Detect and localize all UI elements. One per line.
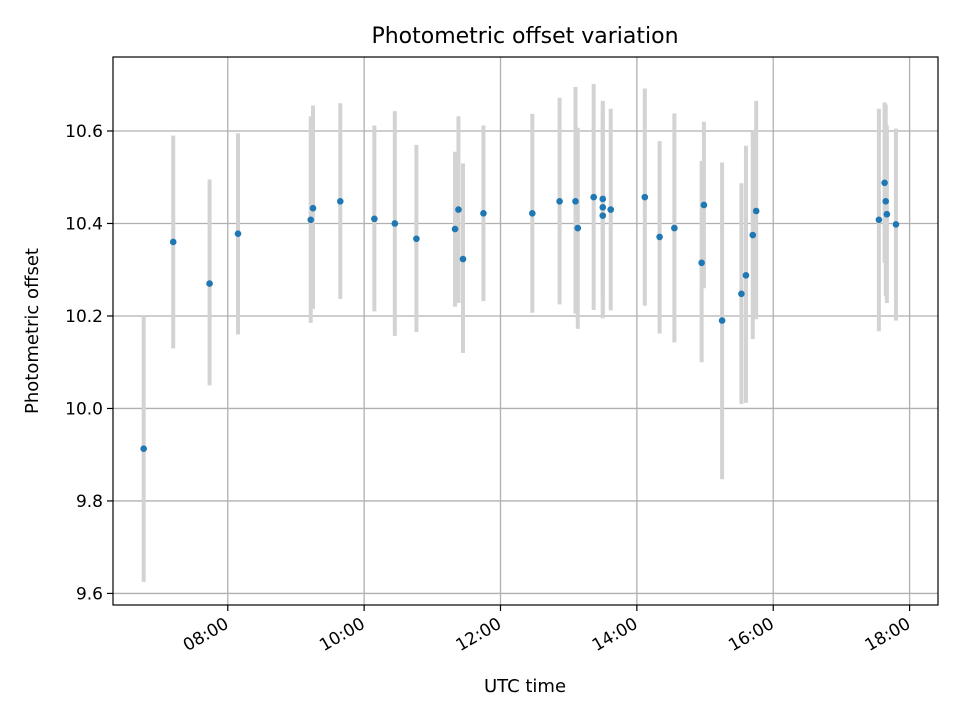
data-point [882,197,890,205]
data-point [459,255,467,263]
data-point [738,290,745,298]
x-axis-label: UTC time [484,676,566,697]
data-point [309,204,317,212]
data-point [556,197,563,205]
data-point [371,215,378,223]
data-point [336,197,344,205]
y-tick-label: 10.2 [65,307,103,327]
chart-title: Photometric offset variation [371,24,678,49]
data-point [169,238,177,246]
y-tick-label: 9.6 [76,584,103,604]
y-tick-label: 10.6 [65,122,103,142]
plot-frame [112,56,939,606]
data-point [700,201,708,209]
data-point [451,225,459,233]
data-point [572,197,579,205]
data-point [883,210,891,218]
data-point [413,235,420,243]
data-point [749,231,757,239]
data-point [599,203,607,211]
data-point [752,207,760,215]
y-tick-label: 10.0 [65,399,103,419]
y-tick-label: 9.8 [76,492,103,512]
data-point [480,210,487,217]
grid-lines [113,57,938,605]
y-axis-ticks: 9.6 9.8 10.0 10.2 10.4 10.6 [65,122,113,604]
data-point [875,216,883,224]
data-point [574,224,582,232]
data-point [881,179,888,187]
data-point [742,271,750,279]
data-point [599,195,607,203]
data-points [140,179,900,452]
data-point [599,212,607,219]
data-point [698,259,705,267]
data-point [140,445,147,452]
y-tick-label: 10.4 [65,214,103,234]
data-point [590,193,597,201]
data-point [234,230,242,237]
data-point [607,206,615,213]
data-point [307,216,315,224]
data-point [892,221,900,228]
data-point [391,220,399,227]
data-point [529,210,536,217]
data-point [641,193,649,201]
data-point [656,233,663,241]
data-point [206,280,213,287]
data-point [455,206,462,213]
data-point [671,224,678,232]
y-axis-label: Photometric offset [22,248,43,414]
data-point [718,317,726,324]
